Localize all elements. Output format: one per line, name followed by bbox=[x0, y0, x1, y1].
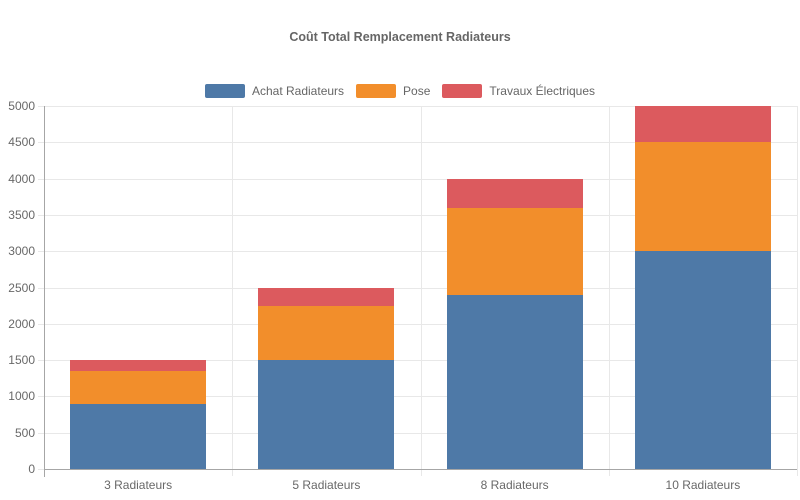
v-gridline bbox=[797, 106, 798, 476]
bar-segment bbox=[258, 305, 395, 361]
y-tick-mark bbox=[38, 288, 44, 289]
x-category-label: 3 Radiateurs bbox=[104, 478, 173, 492]
h-gridline bbox=[44, 179, 797, 180]
bar-segment bbox=[446, 294, 583, 469]
legend-item[interactable]: Pose bbox=[356, 84, 430, 98]
v-gridline bbox=[232, 106, 233, 476]
bar-segment bbox=[634, 142, 771, 252]
bar-segment bbox=[258, 287, 395, 306]
x-category-label: 10 Radiateurs bbox=[665, 478, 741, 492]
chart-title: Coût Total Remplacement Radiateurs bbox=[289, 30, 511, 44]
bar-segment bbox=[70, 360, 207, 371]
y-tick-label: 3500 bbox=[8, 208, 35, 222]
y-tick-label: 2000 bbox=[8, 317, 35, 331]
x-category-label: 5 Radiateurs bbox=[292, 478, 361, 492]
legend-swatch-icon bbox=[204, 84, 245, 98]
legend-label: Travaux Électriques bbox=[489, 84, 596, 98]
bar-segment bbox=[258, 360, 395, 469]
h-gridline bbox=[44, 324, 797, 325]
y-tick-mark bbox=[38, 179, 44, 180]
y-tick-label: 500 bbox=[14, 426, 35, 440]
y-tick-mark bbox=[38, 215, 44, 216]
y-tick-label: 3000 bbox=[8, 244, 35, 258]
y-tick-mark bbox=[38, 106, 44, 107]
v-gridline bbox=[421, 106, 422, 476]
y-tick-mark bbox=[38, 469, 44, 470]
y-tick-label: 0 bbox=[28, 462, 35, 476]
legend-label: Pose bbox=[403, 84, 431, 98]
h-gridline bbox=[44, 106, 797, 107]
y-tick-label: 1000 bbox=[8, 389, 35, 403]
h-gridline bbox=[44, 396, 797, 397]
y-tick-mark bbox=[38, 360, 44, 361]
y-tick-mark bbox=[38, 251, 44, 252]
y-axis-line bbox=[44, 106, 45, 477]
h-gridline bbox=[44, 251, 797, 252]
v-gridline bbox=[609, 106, 610, 476]
x-category-label: 8 Radiateurs bbox=[480, 478, 549, 492]
y-tick-label: 1500 bbox=[8, 353, 35, 367]
legend-item[interactable]: Achat Radiateurs bbox=[204, 84, 345, 98]
legend-item[interactable]: Travaux Électriques bbox=[442, 84, 595, 98]
bar-segment bbox=[70, 403, 207, 469]
h-gridline bbox=[44, 215, 797, 216]
legend-label: Achat Radiateurs bbox=[251, 84, 345, 98]
y-tick-label: 4500 bbox=[8, 135, 35, 149]
y-tick-mark bbox=[38, 324, 44, 325]
y-tick-label: 5000 bbox=[8, 99, 35, 113]
x-axis-line bbox=[44, 469, 797, 470]
h-gridline bbox=[44, 360, 797, 361]
h-gridline bbox=[44, 433, 797, 434]
y-tick-mark bbox=[38, 433, 44, 434]
h-gridline bbox=[44, 142, 797, 143]
bar-segment bbox=[634, 251, 771, 469]
y-tick-mark bbox=[38, 396, 44, 397]
chart-legend: Achat Radiateurs Pose Travaux Électriques bbox=[0, 84, 800, 98]
y-tick-label: 4000 bbox=[8, 172, 35, 186]
bar-segment bbox=[446, 178, 583, 208]
bar-segment bbox=[634, 106, 771, 143]
bar-segment bbox=[70, 370, 207, 404]
y-tick-label: 2500 bbox=[8, 281, 35, 295]
legend-swatch-icon bbox=[356, 84, 397, 98]
bar-segment bbox=[446, 207, 583, 295]
y-tick-mark bbox=[38, 142, 44, 143]
h-gridline bbox=[44, 288, 797, 289]
legend-swatch-icon bbox=[442, 84, 483, 98]
